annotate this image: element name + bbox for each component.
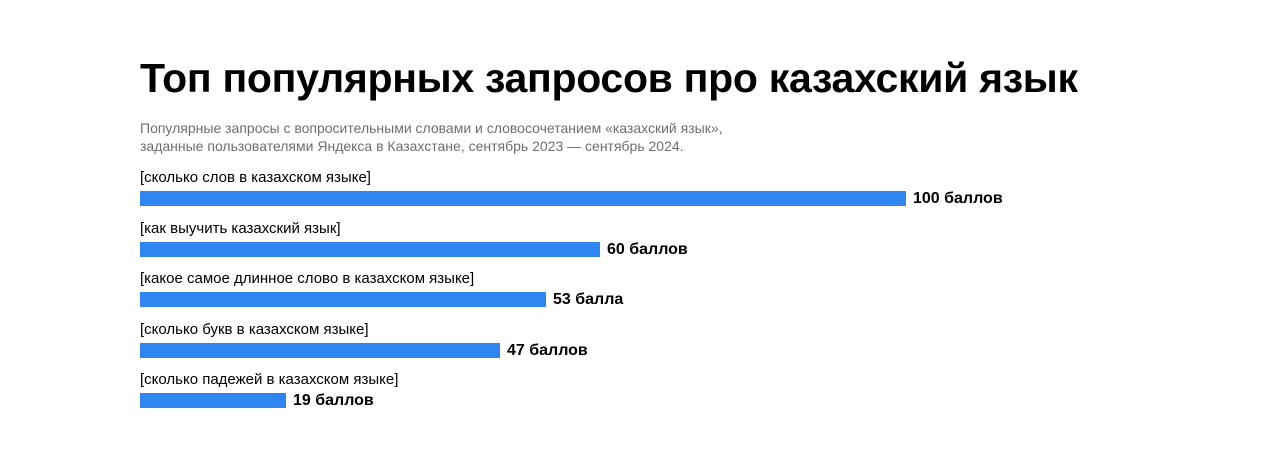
subtitle-line-2: заданные пользователями Яндекса в Казахс… — [140, 138, 684, 154]
bar-rows: [сколько слов в казахском языке] 100 балл… — [140, 166, 1140, 419]
chart-title: Топ популярных запросов про казахский яз… — [140, 55, 1078, 101]
bar-value-label: 100 баллов — [913, 190, 1003, 207]
category-label: [как выучить казахский язык] — [140, 219, 341, 237]
bar-value-label: 60 баллов — [607, 240, 688, 258]
bar — [140, 393, 286, 409]
subtitle-line-1: Популярные запросы с вопросительными сло… — [140, 120, 723, 136]
bar — [140, 241, 600, 257]
bar-value-label: 53 балла — [553, 291, 624, 309]
bar-row: [как выучить казахский язык] 60 баллов — [140, 217, 1140, 268]
bar-value-label: 19 баллов — [293, 392, 374, 410]
category-label: [сколько падежей в казахском языке] — [140, 371, 399, 389]
bar — [140, 292, 546, 308]
bar-row: [какое самое длинное слово в казахском я… — [140, 267, 1140, 318]
category-label: [сколько слов в казахском языке] — [140, 169, 371, 186]
bar-row: [сколько слов в казахском языке] 100 балл… — [140, 166, 1140, 217]
category-label: [какое самое длинное слово в казахском я… — [140, 270, 475, 288]
bar-value-label: 47 баллов — [507, 341, 588, 359]
bar-row: [сколько букв в казахском языке] 47 балло… — [140, 318, 1140, 369]
bar-row: [сколько падежей в казахском языке] 19 ба… — [140, 368, 1140, 419]
category-label: [сколько букв в казахском языке] — [140, 320, 369, 338]
chart-subtitle: Популярные запросы с вопросительными сло… — [140, 119, 900, 155]
bar — [140, 342, 500, 358]
bar — [140, 191, 906, 206]
